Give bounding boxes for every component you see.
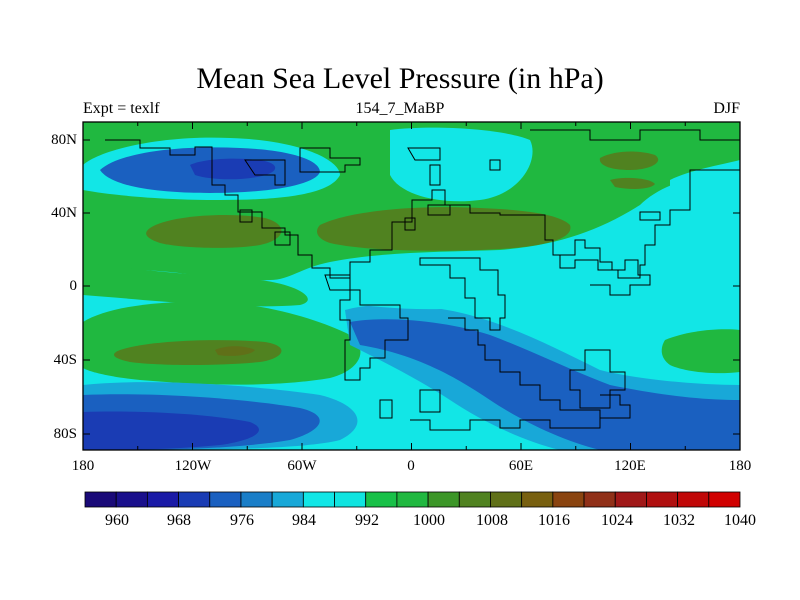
colorbar-swatch	[458, 491, 491, 508]
field-olive-south	[114, 340, 282, 365]
y-tick-label-0: 0	[69, 278, 78, 294]
colorbar-swatch	[677, 491, 710, 508]
pressure-field	[83, 122, 740, 450]
colorbar-swatch	[271, 491, 304, 508]
field-olive-north-pacific	[146, 215, 282, 248]
colorbar-swatch	[115, 491, 148, 508]
colorbar-swatch	[427, 491, 460, 508]
colorbar-swatch	[552, 491, 585, 508]
colorbar-swatch	[240, 491, 273, 508]
x-tick-label-180w: 180	[71, 458, 95, 474]
colorbar-swatch	[334, 491, 367, 508]
x-tick-label-180e: 180	[728, 458, 752, 474]
axis-ticks	[82, 122, 741, 450]
colorbar-swatch	[396, 491, 429, 508]
colorbar-swatch	[490, 491, 523, 508]
colorbar-label-1032: 1032	[663, 512, 695, 529]
field-deepblue-south	[83, 411, 259, 450]
colorbar-label-1024: 1024	[601, 512, 633, 529]
colorbar-label-1008: 1008	[476, 512, 508, 529]
colorbar-swatch	[708, 491, 741, 508]
colorbar-swatch	[178, 491, 211, 508]
field-green-tropics	[83, 262, 308, 307]
field-blue-indian	[350, 319, 740, 450]
colorbar-swatch	[614, 491, 647, 508]
y-tick-label-40n: 40N	[51, 205, 77, 221]
colorbar-swatch	[84, 491, 117, 508]
x-tick-label-120w: 120W	[174, 458, 212, 474]
field-cyan-east	[670, 160, 740, 215]
colorbar-swatch	[146, 491, 179, 508]
field-olive-north-atlantic	[317, 207, 571, 251]
field-olive-siberia	[599, 151, 659, 170]
x-tick-label-60w: 60W	[287, 458, 317, 474]
field-brown-south	[215, 346, 255, 356]
x-tick-label-0: 0	[407, 458, 415, 474]
colorbar-swatch	[302, 491, 335, 508]
colorbar-label-976: 976	[230, 512, 254, 529]
colorbar-swatch	[646, 491, 679, 508]
y-tick-label-40s: 40S	[53, 352, 77, 368]
field-cyan-equator	[320, 278, 489, 310]
x-tick-label-60e: 60E	[508, 458, 534, 474]
colorbar-swatch	[209, 491, 242, 508]
season-label: DJF	[713, 100, 740, 117]
y-tick-label-80n: 80N	[51, 132, 77, 148]
field-cyan-north-atlantic	[390, 127, 533, 202]
colorbar-label-1000: 1000	[413, 512, 445, 529]
colorbar-swatch	[365, 491, 398, 508]
colorbar	[84, 491, 741, 508]
field-green-south-east	[661, 329, 740, 374]
colorbar-label-960: 960	[105, 512, 129, 529]
colorbar-label-968: 968	[167, 512, 191, 529]
colorbar-swatch	[583, 491, 616, 508]
y-tick-label-80s: 80S	[53, 426, 77, 442]
experiment-label: Expt = texlf	[83, 100, 160, 117]
run-label: 154_7_MaBP	[355, 100, 445, 117]
colorbar-label-984: 984	[292, 512, 316, 529]
x-tick-label-120e: 120E	[614, 458, 646, 474]
colorbar-label-1040: 1040	[724, 512, 756, 529]
colorbar-label-1016: 1016	[538, 512, 570, 529]
colorbar-swatch	[521, 491, 554, 508]
coastlines	[105, 129, 740, 431]
colorbar-label-992: 992	[355, 512, 379, 529]
field-olive-asia	[610, 177, 655, 189]
map-title: Mean Sea Level Pressure (in hPa)	[196, 62, 604, 95]
